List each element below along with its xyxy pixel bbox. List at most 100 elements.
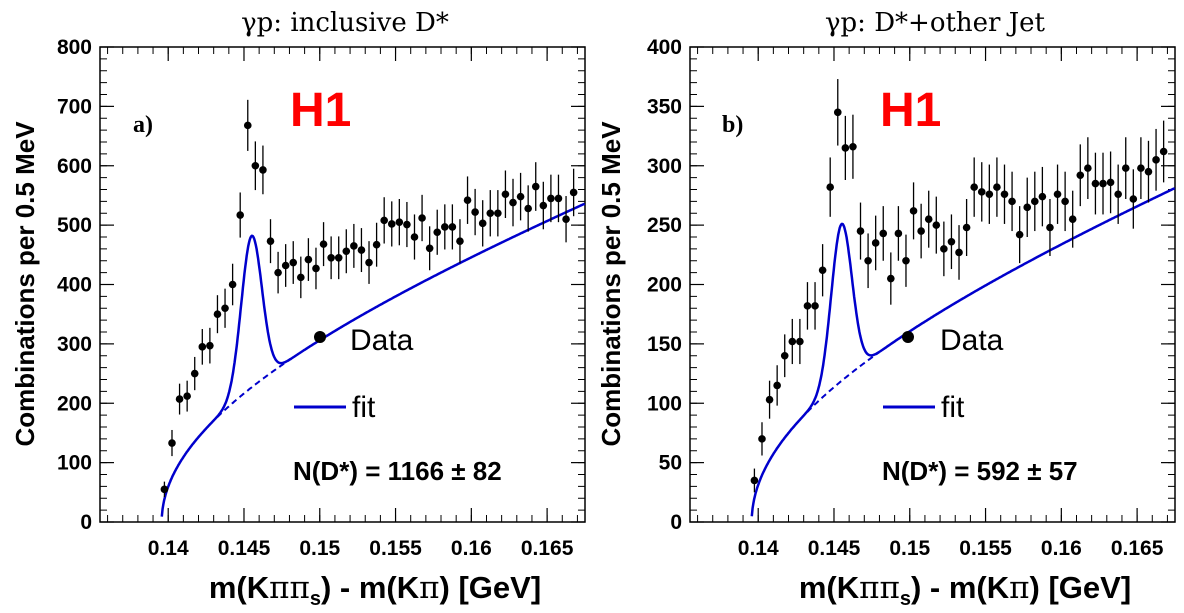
data-point [909,207,918,215]
data-point [940,245,948,253]
y-axis-label: Combinations per 0.5 MeV [10,121,40,447]
data-point [993,183,1001,191]
data-point [463,196,472,204]
fit-line [750,187,1176,517]
legend-fit-label: fit [941,391,965,424]
y-tick-label: 100 [57,452,92,475]
data-point [524,204,532,213]
data-point [1068,215,1077,223]
data-point [1008,197,1016,206]
data-point [342,247,351,256]
legend-data-label: Data [940,324,1004,357]
data-point [1076,171,1085,180]
x-tick-label: 0.15 [889,537,930,560]
data-point [864,256,872,265]
data-point [894,229,903,238]
data-point [539,201,548,210]
y-tick-label: 700 [57,95,92,118]
data-point [554,194,563,203]
x-tick-label: 0.155 [959,537,1012,560]
x-tick-label: 0.165 [521,537,574,560]
data-point [1084,164,1092,172]
y-tick-label: 350 [647,95,682,118]
data-point [849,142,857,151]
data-point [456,237,464,245]
x-tick-label: 0.165 [1111,537,1164,560]
data-point [387,220,396,228]
data-point [1099,179,1107,188]
data-point [433,228,442,237]
data-point [281,261,290,270]
panel-a: γp: inclusive D* 0.14 0.145 0.15 0.155 0.16 0… [10,8,586,610]
data-point [917,227,925,235]
chart-title: γp: inclusive D* [241,8,449,38]
data-point [1023,203,1032,212]
x-tick-label: 0.155 [369,537,422,560]
x-tick-label: 0.145 [808,537,861,560]
data-point [780,351,789,360]
y-tick-label: 0 [670,511,682,534]
data-point [1061,197,1069,206]
data-point [826,183,834,191]
fit-line [160,202,586,517]
x-tick-label: 0.15 [299,537,340,560]
legend-fit-label: fit [352,391,376,424]
data-point [259,166,267,174]
x-tick-label: 0.16 [1041,537,1082,560]
data-point [251,161,260,170]
data-point [773,381,781,390]
x-tick-label: 0.14 [148,537,189,560]
axis-ticks: 0.14 0.145 0.15 0.155 0.16 0.165 0 50 100 150 200 2… [647,36,1175,560]
data-point [471,208,479,216]
data-points [750,79,1168,493]
data-point [887,274,895,283]
data-point [448,223,457,231]
data-point [304,255,313,264]
data-point [970,183,978,191]
data-point [380,216,388,225]
data-point [947,237,956,246]
h1-logo: H1 [290,84,351,137]
x-tick-label: 0.145 [218,537,271,560]
data-point [962,223,971,232]
y-tick-label: 600 [57,155,92,178]
y-tick-label: 250 [647,214,682,237]
data-point [856,227,865,235]
data-point [1015,230,1024,239]
data-point [531,182,540,191]
legend-data-marker [902,331,914,343]
data-point [902,256,910,265]
data-point [1159,147,1168,156]
panel-b: γp: D*+other Jet 0.14 0.145 0.15 0.155 0.16 0… [596,8,1176,610]
y-tick-label: 500 [57,214,92,237]
data-point [1144,167,1153,176]
data-point [818,266,827,275]
panel-label: a) [133,112,153,138]
data-point [168,439,176,447]
data-point [334,253,343,262]
data-point [977,188,986,196]
data-point [924,215,933,223]
data-point [1053,190,1062,199]
data-point [562,215,570,223]
data-point [796,337,804,346]
data-point [289,258,298,267]
data-point [410,233,419,241]
data-point [312,264,320,273]
data-point [833,108,842,117]
chart-title: γp: D*+other Jet [825,8,1046,38]
data-point [750,476,759,485]
data-point [1046,223,1054,232]
y-tick-label: 50 [659,452,682,475]
data-point [395,218,404,226]
data-point [985,190,994,199]
data-point [478,219,487,228]
legend-data-label: Data [350,324,414,357]
data-point [1038,192,1047,201]
data-point [327,253,335,262]
data-point [441,223,449,231]
data-point [758,435,766,443]
data-point [365,258,373,267]
panel-label: b) [722,112,743,138]
